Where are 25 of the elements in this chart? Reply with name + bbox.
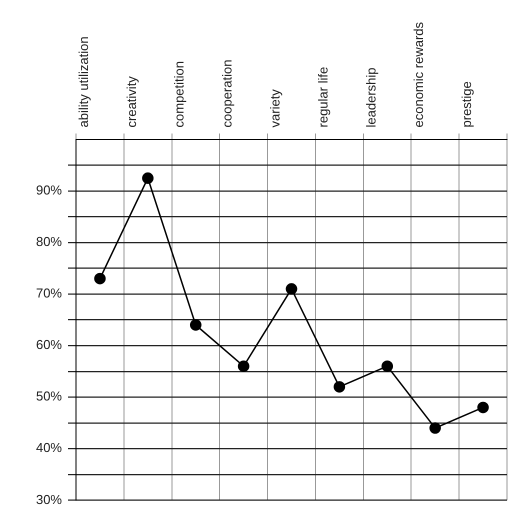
y-tick-label: 30%: [36, 492, 62, 507]
y-tick-label: 50%: [36, 388, 62, 404]
x-tick-label: regular life: [315, 66, 330, 128]
y-tick-label: 40%: [36, 440, 62, 456]
point: [286, 283, 298, 295]
point: [238, 360, 250, 372]
point: [142, 172, 154, 184]
point: [94, 272, 106, 284]
y-tick-label: 70%: [36, 286, 62, 301]
y-tick-label: 80%: [36, 234, 62, 250]
point: [334, 381, 346, 393]
point: [477, 402, 489, 414]
x-tick-label: creativity: [124, 76, 139, 128]
x-tick-label: leadership: [363, 67, 378, 128]
x-tick-label: competition: [172, 61, 187, 128]
y-tick-label: 60%: [36, 337, 62, 352]
point: [429, 422, 441, 434]
point: [382, 360, 394, 372]
x-tick-label: prestige: [459, 81, 474, 128]
x-tick-label: variety: [267, 88, 282, 128]
x-tick-label: cooperation: [220, 60, 235, 128]
point: [190, 319, 202, 331]
x-tick-label: ability utilization: [76, 36, 91, 128]
y-tick-label: 90%: [36, 182, 62, 198]
x-tick-label: economic rewards: [411, 22, 426, 128]
